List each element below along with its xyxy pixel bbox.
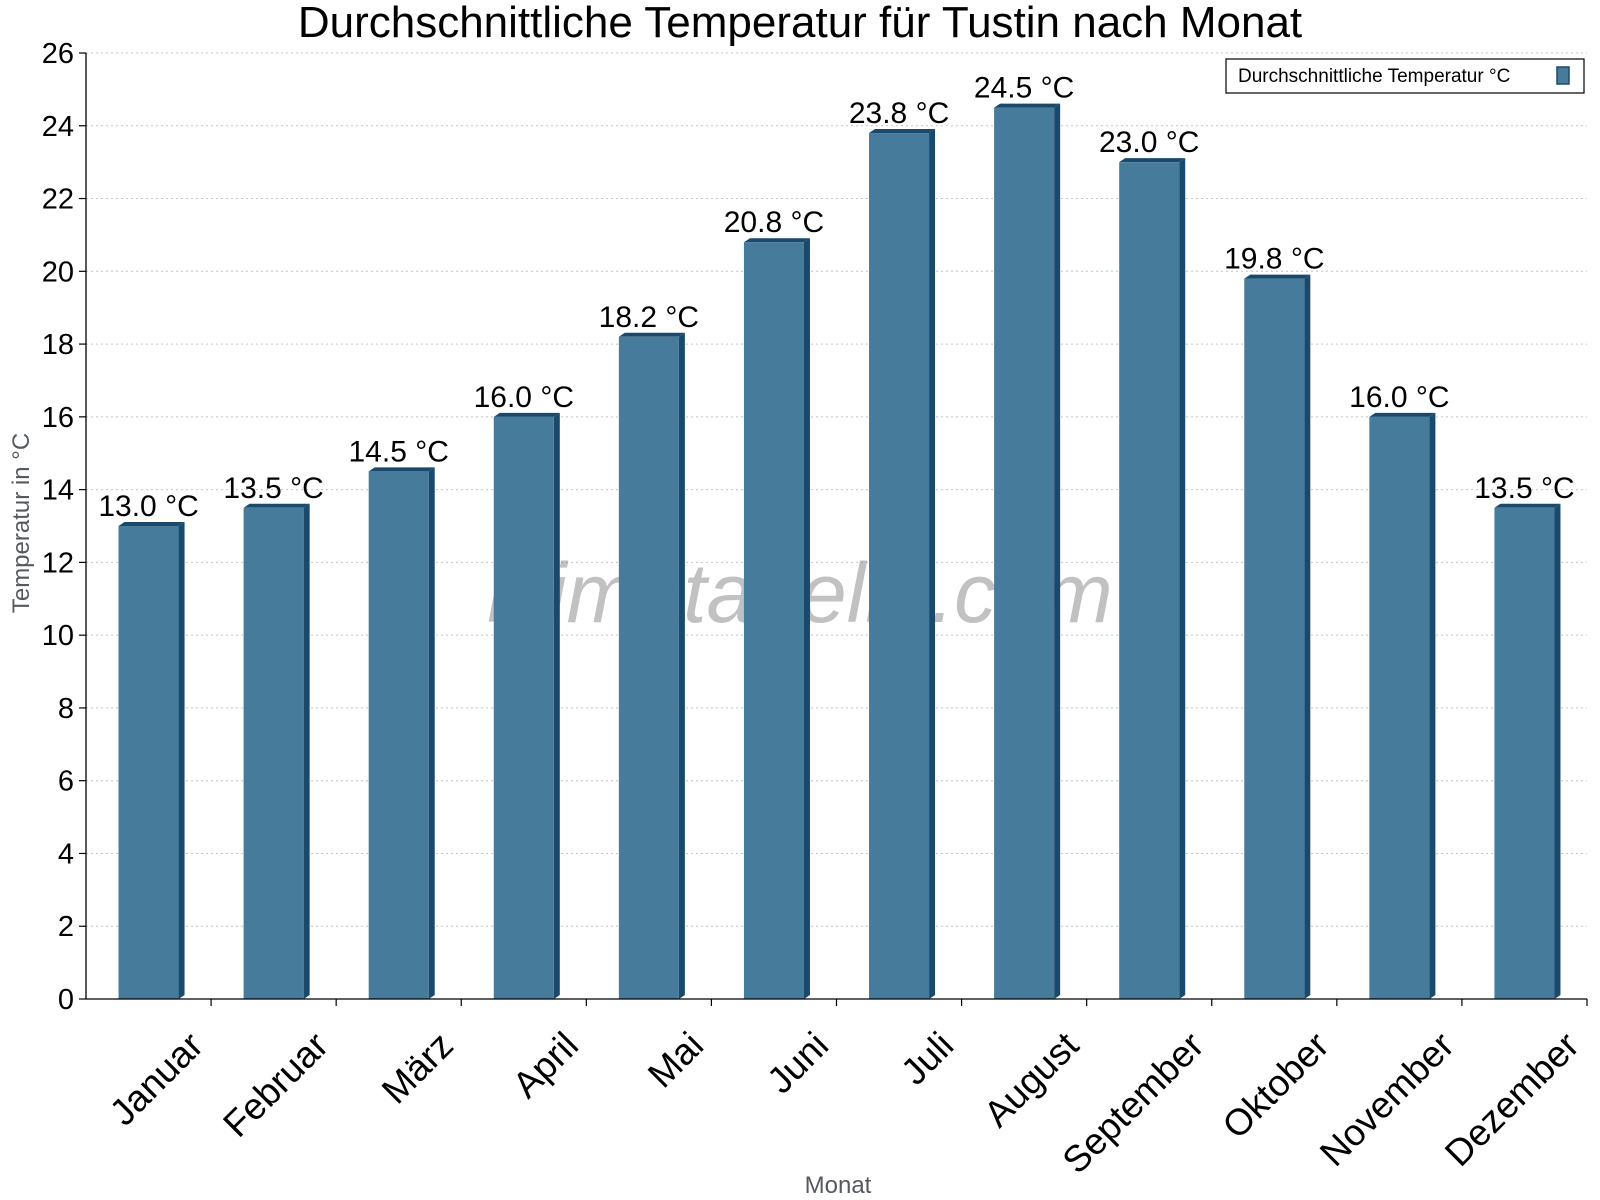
- bar-face: [493, 416, 554, 999]
- bar-face: [994, 107, 1055, 1000]
- bar-face: [743, 242, 804, 999]
- y-tick-label: 22: [42, 184, 74, 216]
- y-tick-label: 18: [42, 329, 74, 361]
- bar: [618, 332, 685, 999]
- bar: [1494, 503, 1561, 999]
- legend-label: Durchschnittliche Temperatur °C: [1238, 66, 1510, 87]
- y-axis-title: Temperatur in °C: [8, 433, 35, 613]
- bar-face: [1119, 162, 1180, 1000]
- bar-side: [1054, 103, 1061, 1000]
- bar-side: [803, 238, 810, 999]
- bar: [994, 103, 1061, 1000]
- legend-swatch: [1556, 66, 1570, 85]
- bar: [1244, 274, 1311, 1000]
- data-label: 13.0 °C: [98, 490, 198, 523]
- x-tick-label: Januar: [102, 1024, 211, 1133]
- y-tick-label: 4: [58, 838, 74, 870]
- y-tick-label: 24: [42, 111, 74, 143]
- y-tick-label: 6: [58, 766, 74, 798]
- x-tick-label: Oktober: [1215, 1024, 1337, 1146]
- bar-side: [678, 332, 685, 999]
- data-label: 13.5 °C: [223, 472, 323, 505]
- bar-side: [1554, 503, 1561, 999]
- data-label: 18.2 °C: [599, 301, 699, 334]
- axes: [79, 52, 1588, 1006]
- data-label: 16.0 °C: [474, 381, 574, 414]
- x-tick-label: November: [1312, 1024, 1462, 1174]
- bar: [869, 129, 936, 1000]
- x-tick-label: Juli: [893, 1024, 961, 1092]
- data-labels: 13.0 °C 13.5 °C 14.5 °C 16.0 °C 18.2 °C 20.8 …: [98, 72, 1574, 523]
- x-tick-label: April: [505, 1024, 586, 1105]
- bar-side: [553, 412, 560, 999]
- y-tick-label: 26: [42, 38, 74, 70]
- bar-side: [1429, 412, 1436, 999]
- data-label: 14.5 °C: [349, 435, 449, 468]
- bar: [743, 238, 810, 999]
- y-tick-label: 10: [42, 620, 74, 652]
- x-tick-label: August: [976, 1024, 1087, 1135]
- bar-side: [1179, 158, 1186, 1000]
- bar-side: [178, 522, 185, 999]
- bar-top: [118, 522, 185, 526]
- legend: Durchschnittliche Temperatur °C: [1225, 58, 1585, 94]
- y-tick-label: 2: [58, 911, 74, 943]
- x-tick-label: Februar: [215, 1024, 336, 1145]
- bar-side: [428, 467, 435, 999]
- bar-top: [1119, 158, 1186, 163]
- bar-face: [368, 471, 429, 999]
- bar: [243, 503, 310, 999]
- bar-face: [1494, 507, 1555, 999]
- bar-face: [118, 526, 179, 999]
- bar-top: [243, 503, 310, 508]
- y-tick-label: 20: [42, 256, 74, 288]
- data-label: 23.8 °C: [849, 97, 949, 130]
- data-label: 19.8 °C: [1224, 243, 1324, 276]
- bar-face: [618, 336, 679, 999]
- bar-top: [618, 332, 685, 337]
- bar: [1369, 412, 1436, 999]
- x-tick-label: März: [374, 1024, 461, 1111]
- bar-side: [303, 503, 310, 999]
- data-label: 24.5 °C: [974, 72, 1074, 105]
- x-tick-labels: Januar Februar März April Mai Juni Juli AugustS…: [102, 1024, 1587, 1181]
- bar-face: [869, 133, 930, 1000]
- bar-face: [1369, 416, 1430, 999]
- bar: [368, 467, 435, 999]
- bar: [1119, 158, 1186, 1000]
- data-label: 16.0 °C: [1349, 381, 1449, 414]
- x-axis-title: Monat: [805, 1172, 872, 1199]
- bar: [493, 412, 560, 999]
- y-tick-label: 8: [58, 693, 74, 725]
- x-tick-label: Dezember: [1437, 1024, 1587, 1174]
- bar-top: [1494, 503, 1561, 508]
- bar-top: [493, 412, 560, 417]
- x-tick-label: Mai: [640, 1024, 711, 1095]
- data-label: 23.0 °C: [1099, 126, 1199, 159]
- bar-face: [243, 507, 304, 999]
- bar-side: [929, 129, 936, 1000]
- bar-top: [368, 467, 435, 472]
- bar-face: [1244, 278, 1305, 1000]
- data-label: 13.5 °C: [1474, 472, 1574, 505]
- x-tick-label: Juni: [759, 1024, 836, 1101]
- gridlines: [86, 52, 1587, 927]
- y-tick-label: 12: [42, 547, 74, 579]
- bar: [118, 522, 185, 999]
- bar-top: [1244, 274, 1311, 279]
- bar-top: [994, 103, 1061, 108]
- bar-top: [869, 129, 936, 134]
- data-label: 20.8 °C: [724, 206, 824, 239]
- y-tick-label: 14: [42, 475, 74, 507]
- bar-top: [1369, 412, 1436, 417]
- bar-side: [1304, 274, 1311, 1000]
- legend-box: [1225, 58, 1585, 94]
- bar-top: [743, 238, 810, 243]
- bars: [118, 103, 1561, 1000]
- y-tick-label: 16: [42, 402, 74, 434]
- chart-title: Durchschnittliche Temperatur für Tustin …: [298, 0, 1302, 47]
- y-tick-label: 0: [58, 984, 74, 1016]
